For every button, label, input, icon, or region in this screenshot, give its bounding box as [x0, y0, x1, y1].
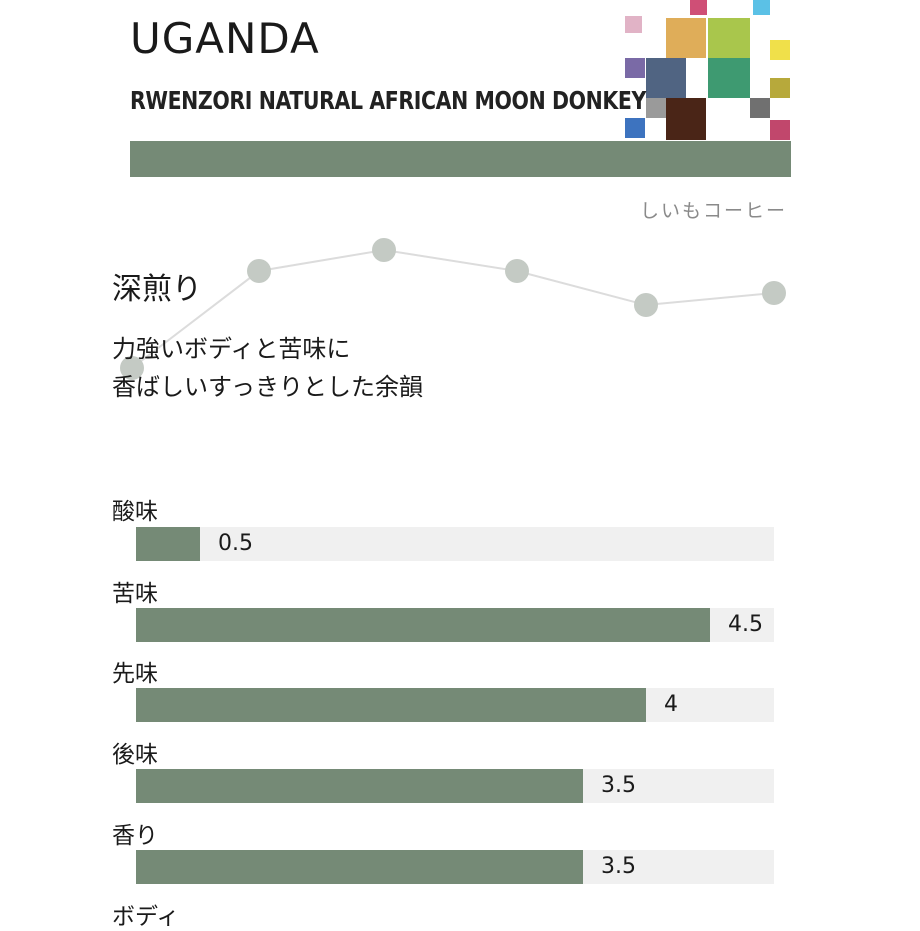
brand-name: しいもコーヒー [640, 200, 788, 222]
roast-level: 深煎り [112, 272, 202, 307]
mosaic-tile [646, 98, 666, 118]
bar-track: 4.5 [136, 608, 774, 642]
mosaic-tile [625, 16, 642, 33]
bar-value-label: 0.5 [218, 531, 253, 556]
description-line-1: 力強いボディと苦味に [112, 335, 351, 363]
coffee-name: RWENZORI NATURAL AFRICAN MOON DONKEY [130, 86, 646, 115]
bar-label: ボディ [112, 904, 180, 930]
mosaic-tile [708, 58, 750, 98]
mosaic-tile [770, 120, 790, 140]
mosaic-tile [625, 118, 645, 138]
bar-track: 3.5 [136, 769, 774, 803]
bar-label: 苦味 [112, 581, 158, 607]
bar-label: 後味 [112, 742, 158, 768]
bar-track: 3.5 [136, 850, 774, 884]
mosaic-tile [690, 0, 707, 15]
profile-line [131, 248, 775, 369]
flavor-description: 力強いボディと苦味に 香ばしいすっきりとした余韻 [112, 330, 423, 406]
mosaic-tile [666, 18, 706, 58]
bar [136, 850, 583, 884]
bar-label: 酸味 [112, 499, 158, 525]
bar-value-label: 4.5 [728, 612, 763, 637]
description-line-2: 香ばしいすっきりとした余韻 [112, 373, 424, 401]
mosaic-tile [753, 0, 770, 15]
profile-point [372, 238, 396, 262]
bar-track: 0.5 [136, 527, 774, 561]
bar-track: 4 [136, 688, 774, 722]
header-bar [130, 141, 791, 177]
bar [136, 527, 200, 561]
profile-point [634, 293, 658, 317]
roast-profile-graphic [120, 238, 786, 380]
mosaic-tile [770, 40, 790, 60]
profile-point [505, 259, 529, 283]
mosaic-tile [666, 98, 706, 140]
mosaic-tile [625, 58, 645, 78]
mosaic-tile [770, 78, 790, 98]
bar-label: 香り [112, 823, 158, 849]
mosaic-tile [708, 18, 750, 58]
bar [136, 688, 646, 722]
bar [136, 769, 583, 803]
bar-value-label: 4 [664, 692, 678, 717]
mosaic-tile [646, 58, 686, 98]
mosaic-tile [750, 98, 770, 118]
bar-label: 先味 [112, 661, 158, 687]
bar-value-label: 3.5 [601, 854, 636, 879]
profile-point [120, 356, 144, 380]
bar [136, 608, 710, 642]
page-title: UGANDA [130, 14, 320, 63]
profile-point [762, 281, 786, 305]
profile-point [247, 259, 271, 283]
bar-value-label: 3.5 [601, 773, 636, 798]
